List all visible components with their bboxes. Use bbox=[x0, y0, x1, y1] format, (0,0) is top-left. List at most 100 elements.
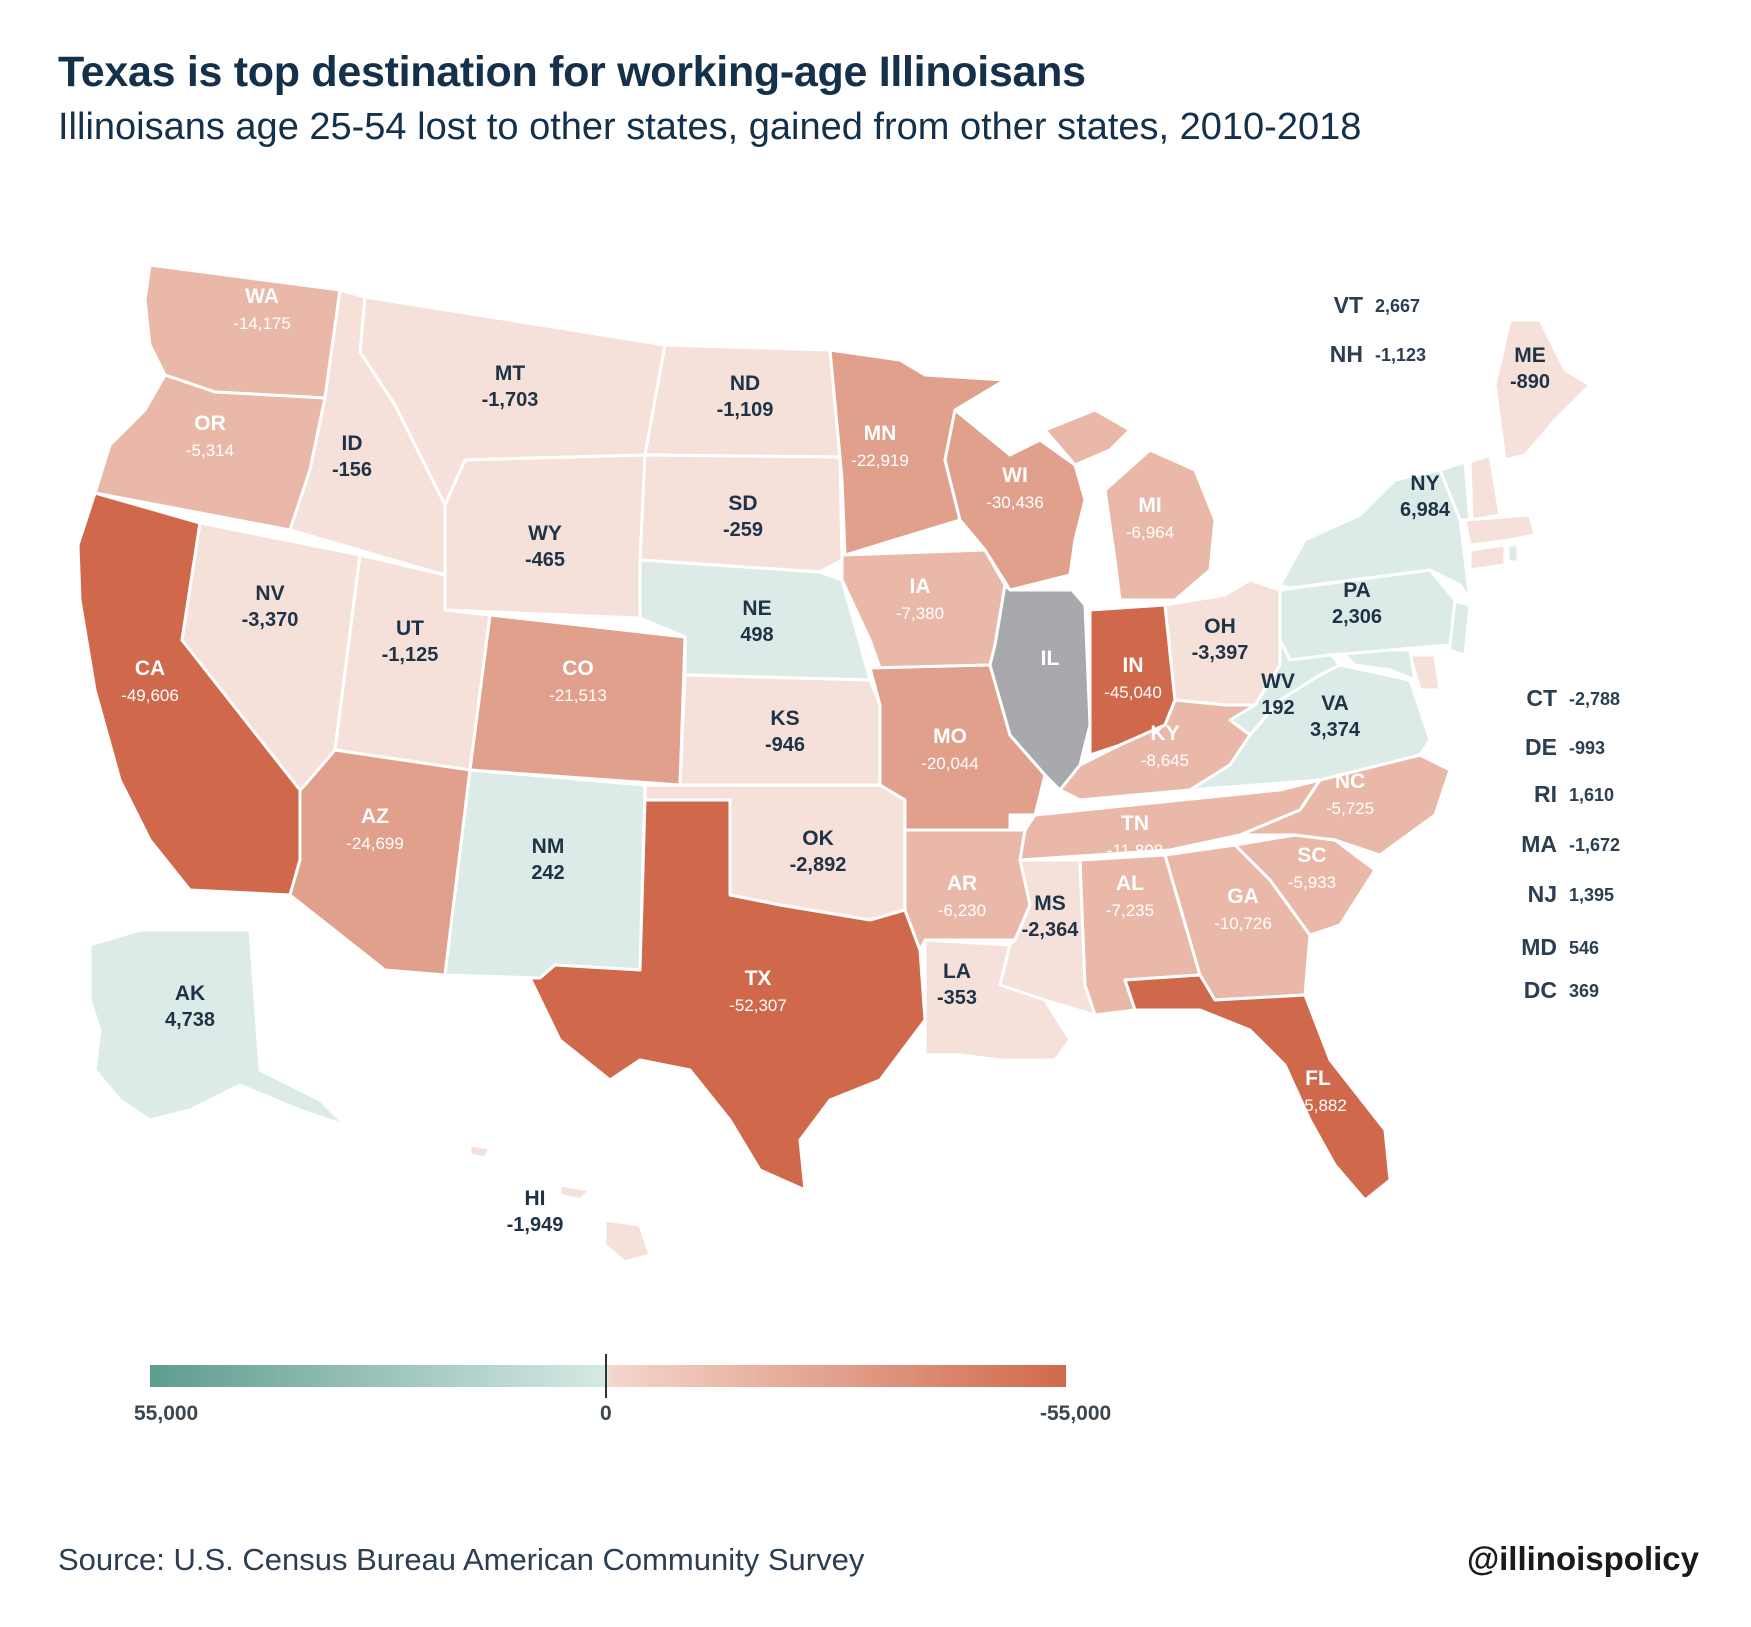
state-value-al: -7,235 bbox=[1106, 901, 1154, 920]
side-state-abbr-vt: VT bbox=[1334, 292, 1363, 318]
state-value-ny: 6,984 bbox=[1400, 499, 1451, 521]
chart-subtitle: Illinoisans age 25-54 lost to other stat… bbox=[58, 106, 1362, 148]
state-value-wa: -14,175 bbox=[233, 314, 291, 333]
state-label-oh: OH bbox=[1204, 615, 1236, 638]
state-shape-de bbox=[1408, 653, 1442, 692]
state-label-wy: WY bbox=[528, 522, 562, 545]
state-shape-ak bbox=[88, 928, 347, 1127]
side-state-abbr-nj: NJ bbox=[1528, 881, 1557, 907]
side-state-abbr-dc: DC bbox=[1524, 977, 1557, 1003]
state-label-tn: TN bbox=[1121, 812, 1149, 835]
state-label-me: ME bbox=[1514, 344, 1546, 367]
source-note: Source: U.S. Census Bureau American Comm… bbox=[58, 1542, 865, 1577]
state-label-or: OR bbox=[194, 412, 226, 435]
state-value-ca: -49,606 bbox=[121, 686, 179, 705]
state-shape-wv bbox=[1228, 638, 1342, 737]
state-value-ga: -10,726 bbox=[1214, 914, 1272, 933]
state-label-hi: HI bbox=[525, 1187, 546, 1210]
state-label-ks: KS bbox=[770, 707, 799, 730]
state-value-fl: -35,882 bbox=[1289, 1096, 1347, 1115]
state-label-il: IL bbox=[1041, 647, 1060, 670]
state-value-ok: -2,892 bbox=[790, 854, 847, 876]
state-label-id: ID bbox=[342, 432, 363, 455]
state-value-mo: -20,044 bbox=[921, 754, 979, 773]
state-shape-ri bbox=[1506, 543, 1520, 564]
state-value-nc: -5,725 bbox=[1326, 799, 1374, 818]
state-value-nd: -1,109 bbox=[717, 399, 774, 421]
state-label-wa: WA bbox=[245, 285, 279, 308]
state-value-in: -45,040 bbox=[1104, 683, 1162, 702]
state-value-nm: 242 bbox=[531, 862, 564, 884]
state-label-in: IN bbox=[1123, 654, 1144, 677]
state-value-mn: -22,919 bbox=[851, 451, 909, 470]
state-shape-wi bbox=[943, 408, 1087, 592]
state-shape-fl bbox=[1123, 973, 1392, 1202]
side-state-value-de: -993 bbox=[1569, 738, 1605, 758]
state-label-ga: GA bbox=[1227, 885, 1259, 908]
state-value-hi: -1,949 bbox=[507, 1214, 564, 1236]
state-value-nv: -3,370 bbox=[242, 609, 299, 631]
states-layer bbox=[76, 263, 1592, 1264]
legend-center-label: 0 bbox=[600, 1402, 612, 1425]
state-label-ak: AK bbox=[175, 982, 205, 1005]
state-label-nd: ND bbox=[730, 372, 760, 395]
state-label-wv: WV bbox=[1261, 670, 1295, 693]
side-state-abbr-ri: RI bbox=[1534, 781, 1557, 807]
side-state-value-ma: -1,672 bbox=[1569, 835, 1620, 855]
legend-color-scale bbox=[150, 1365, 1066, 1387]
state-label-ne: NE bbox=[742, 597, 771, 620]
state-value-or: -5,314 bbox=[186, 441, 234, 460]
state-shape-az bbox=[288, 748, 472, 977]
state-label-al: AL bbox=[1116, 872, 1144, 895]
brand-handle: @illinoispolicy bbox=[1466, 1540, 1699, 1577]
state-value-ut: -1,125 bbox=[382, 644, 439, 666]
state-value-oh: -3,397 bbox=[1192, 642, 1249, 664]
state-label-mo: MO bbox=[933, 725, 967, 748]
state-value-ia: -7,380 bbox=[896, 604, 944, 623]
state-shape-me bbox=[1493, 318, 1592, 462]
side-state-value-dc: 369 bbox=[1569, 981, 1599, 1001]
state-label-ia: IA bbox=[910, 575, 931, 598]
state-shape-wy bbox=[443, 453, 647, 620]
state-shape-ny bbox=[1278, 468, 1472, 602]
side-state-value-nj: 1,395 bbox=[1569, 885, 1614, 905]
side-state-abbr-ct: CT bbox=[1526, 685, 1557, 711]
state-label-mt: MT bbox=[495, 362, 525, 385]
state-value-pa: 2,306 bbox=[1332, 606, 1382, 628]
legend-left-label: 55,000 bbox=[134, 1402, 199, 1425]
state-value-va: 3,374 bbox=[1310, 719, 1361, 741]
state-value-me: -890 bbox=[1510, 371, 1550, 393]
state-value-wv: 192 bbox=[1261, 697, 1294, 719]
state-shape-mi bbox=[1043, 408, 1217, 602]
side-state-value-nh: -1,123 bbox=[1375, 345, 1426, 365]
state-label-ok: OK bbox=[802, 827, 834, 850]
state-label-tx: TX bbox=[745, 967, 772, 990]
state-label-va: VA bbox=[1321, 692, 1349, 715]
state-value-wi: -30,436 bbox=[986, 493, 1044, 512]
state-label-nc: NC bbox=[1335, 770, 1365, 793]
state-value-la: -353 bbox=[937, 987, 977, 1009]
state-label-ny: NY bbox=[1410, 472, 1439, 495]
state-label-ms: MS bbox=[1034, 892, 1066, 915]
state-shape-hi bbox=[468, 1143, 652, 1264]
side-state-abbr-ma: MA bbox=[1521, 831, 1557, 857]
state-shape-tx bbox=[528, 798, 927, 1192]
state-value-mt: -1,703 bbox=[482, 389, 539, 411]
side-states-list: VT 2,667 NH -1,123 CT -2,788 DE -993 RI 1,610 MA -1… bbox=[1330, 292, 1620, 1003]
legend-right-label: -55,000 bbox=[1040, 1402, 1112, 1425]
chart-title: Texas is top destination for working-age… bbox=[58, 48, 1086, 96]
labels-layer: WA -14,175 OR -5,314 CA -49,606 ID -156 NV -3,370… bbox=[121, 285, 1550, 1236]
state-label-nv: NV bbox=[255, 582, 284, 605]
state-label-mi: MI bbox=[1138, 494, 1161, 517]
legend-zero-tick bbox=[605, 1354, 607, 1398]
state-shape-ct bbox=[1468, 543, 1507, 572]
state-label-ky: KY bbox=[1150, 722, 1179, 745]
state-value-tn: -11,808 bbox=[1107, 841, 1163, 860]
state-shape-nh bbox=[1468, 452, 1502, 522]
state-shape-il bbox=[988, 583, 1092, 792]
state-value-sc: -5,933 bbox=[1288, 873, 1336, 892]
state-value-co: -21,513 bbox=[549, 686, 607, 705]
side-state-abbr-de: DE bbox=[1525, 734, 1557, 760]
state-value-tx: -52,307 bbox=[729, 996, 787, 1015]
